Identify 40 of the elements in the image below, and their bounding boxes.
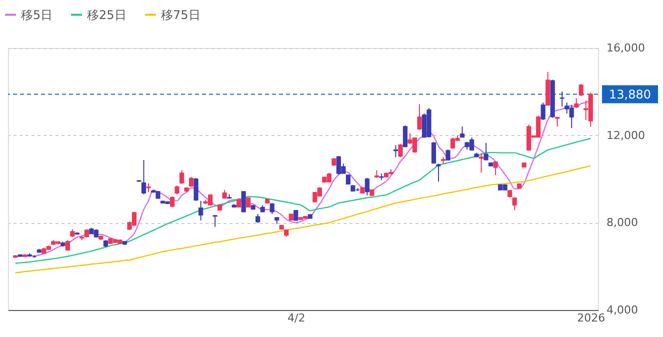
candlestick	[560, 90, 564, 108]
candlestick	[236, 197, 242, 208]
candlestick	[393, 144, 398, 158]
x-tick-label: 2026	[577, 312, 606, 324]
candlestick	[198, 200, 204, 221]
legend-label: 移25日	[87, 8, 126, 22]
candlestick	[431, 141, 436, 164]
candlestick	[398, 144, 403, 158]
candlestick	[578, 84, 584, 97]
y-tick-label: 8,000	[606, 216, 638, 230]
x-tick-label: 4/2	[288, 312, 306, 324]
candlestick	[417, 104, 422, 130]
candlestick	[346, 174, 350, 185]
candlestick	[574, 98, 579, 109]
candlestick	[212, 214, 218, 228]
candlestick	[294, 210, 298, 221]
candlestick	[540, 102, 546, 121]
ref-line-label: 13,880	[609, 87, 651, 102]
candlestick	[478, 152, 484, 174]
line-series	[14, 138, 592, 264]
candlestick	[446, 149, 450, 161]
y-tick-label: 4,000	[606, 304, 638, 316]
candlestick	[512, 197, 517, 211]
candlestick	[241, 190, 246, 213]
candlestick	[436, 163, 441, 182]
legend-label: 移75日	[161, 8, 200, 22]
y-tick-label: 16,000	[606, 42, 645, 54]
legend-label: 移5日	[21, 8, 53, 22]
y-tick-label: 12,000	[606, 128, 645, 142]
line-series	[14, 165, 592, 274]
candlestick	[364, 177, 370, 196]
candlestick	[484, 142, 488, 161]
candlestick	[194, 177, 198, 202]
candlestick	[402, 125, 408, 148]
candlestick	[270, 202, 274, 214]
candlestick	[246, 197, 251, 208]
candlestick	[170, 196, 175, 208]
candlestick	[179, 170, 184, 184]
candlestick	[256, 213, 260, 224]
candlestick	[493, 161, 498, 176]
